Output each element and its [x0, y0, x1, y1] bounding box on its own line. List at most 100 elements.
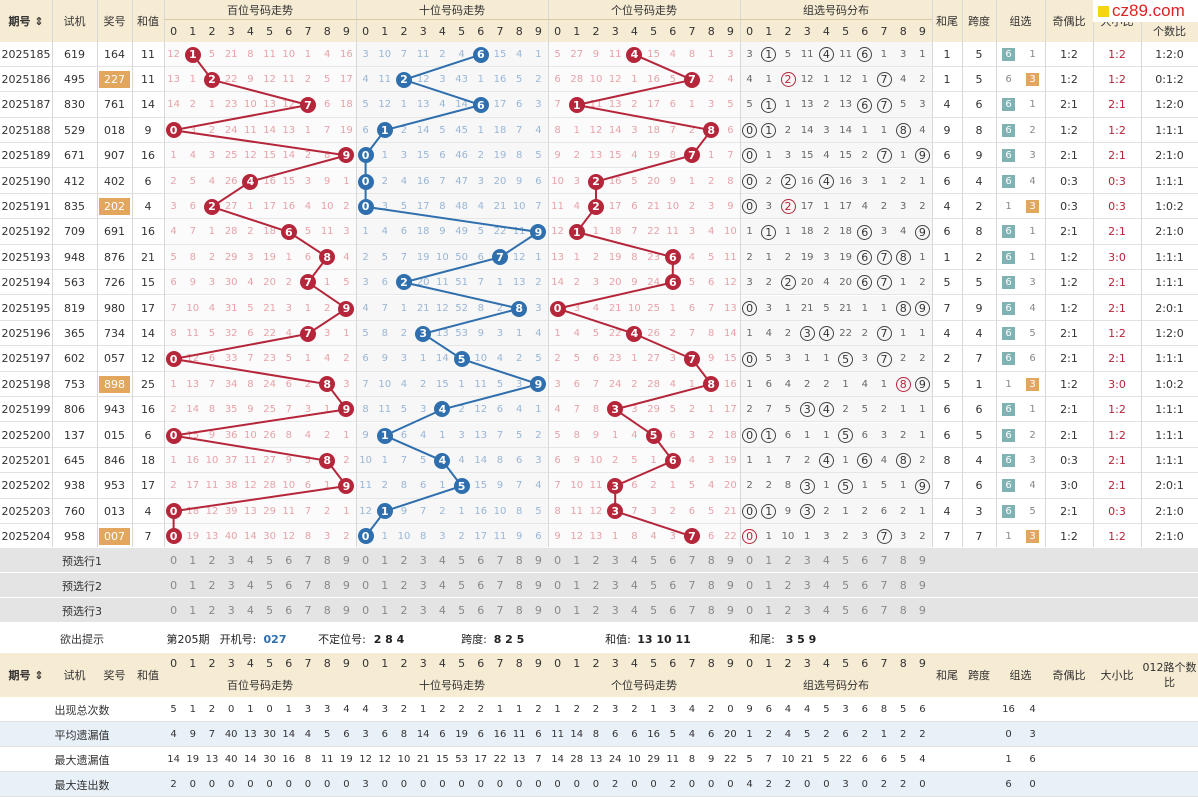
preselect-digit[interactable]: 4: [438, 554, 446, 567]
preselect-digit[interactable]: 3: [611, 604, 619, 617]
preselect-digit[interactable]: 2: [784, 604, 792, 617]
preselect-digit[interactable]: 3: [419, 604, 427, 617]
preselect-digit[interactable]: 3: [803, 554, 811, 567]
preselect-digit[interactable]: 4: [246, 579, 254, 592]
preselect-digit[interactable]: 3: [419, 554, 427, 567]
preselect-digit[interactable]: 2: [400, 554, 408, 567]
preselect-digit[interactable]: 4: [246, 604, 254, 617]
preselect-digit[interactable]: 3: [419, 579, 427, 592]
preselect-digit[interactable]: 8: [899, 554, 907, 567]
preselect-digit[interactable]: 4: [438, 579, 446, 592]
preselect-digit[interactable]: 8: [707, 604, 715, 617]
preselect-digit[interactable]: 7: [688, 554, 696, 567]
preselect-digit[interactable]: 7: [496, 579, 504, 592]
preselect-digit[interactable]: 0: [746, 604, 754, 617]
preselect-digit[interactable]: 2: [208, 554, 216, 567]
preselect-digit[interactable]: 8: [323, 604, 331, 617]
preselect-digit[interactable]: 3: [803, 579, 811, 592]
preselect-digit[interactable]: 1: [573, 579, 581, 592]
preselect-digit[interactable]: 7: [880, 604, 888, 617]
preselect-digit[interactable]: 4: [630, 554, 638, 567]
preselect-digit[interactable]: 0: [554, 579, 562, 592]
preselect-digit[interactable]: 0: [554, 554, 562, 567]
preselect-digit[interactable]: 1: [765, 604, 773, 617]
preselect-digit[interactable]: 1: [189, 554, 197, 567]
preselect-digit[interactable]: 0: [746, 579, 754, 592]
preselect-digit[interactable]: 7: [688, 579, 696, 592]
preselect-digit[interactable]: 6: [861, 579, 869, 592]
preselect-digit[interactable]: 9: [342, 604, 350, 617]
preselect-digit[interactable]: 8: [899, 579, 907, 592]
preselect-digit[interactable]: 1: [573, 604, 581, 617]
preselect-digit[interactable]: 2: [400, 604, 408, 617]
preselect-digit[interactable]: 2: [208, 579, 216, 592]
preselect-digit[interactable]: 6: [285, 604, 293, 617]
preselect-digit[interactable]: 3: [227, 604, 235, 617]
preselect-digit[interactable]: 0: [362, 554, 370, 567]
preselect-digit[interactable]: 0: [362, 579, 370, 592]
preselect-digit[interactable]: 8: [707, 579, 715, 592]
preselect-digit[interactable]: 3: [227, 579, 235, 592]
preselect-digit[interactable]: 9: [726, 604, 734, 617]
preselect-digit[interactable]: 5: [650, 604, 658, 617]
preselect-digit[interactable]: 0: [554, 604, 562, 617]
preselect-digit[interactable]: 4: [246, 554, 254, 567]
preselect-digit[interactable]: 8: [323, 579, 331, 592]
preselect-digit[interactable]: 6: [477, 554, 485, 567]
preselect-digit[interactable]: 4: [438, 604, 446, 617]
preselect-digit[interactable]: 8: [515, 604, 523, 617]
preselect-digit[interactable]: 2: [592, 604, 600, 617]
preselect-digit[interactable]: 5: [458, 579, 466, 592]
preselect-digit[interactable]: 0: [170, 604, 178, 617]
preselect-digit[interactable]: 9: [342, 554, 350, 567]
preselect-digit[interactable]: 2: [784, 579, 792, 592]
preselect-digit[interactable]: 8: [515, 579, 523, 592]
preselect-digit[interactable]: 9: [726, 579, 734, 592]
preselect-digit[interactable]: 5: [842, 554, 850, 567]
preselect-digit[interactable]: 0: [170, 579, 178, 592]
preselect-digit[interactable]: 9: [918, 604, 926, 617]
preselect-digit[interactable]: 6: [861, 554, 869, 567]
preselect-digit[interactable]: 9: [726, 554, 734, 567]
preselect-digit[interactable]: 3: [803, 604, 811, 617]
preselect-digit[interactable]: 7: [304, 579, 312, 592]
preselect-digit[interactable]: 8: [899, 604, 907, 617]
preselect-digit[interactable]: 9: [342, 579, 350, 592]
preselect-digit[interactable]: 4: [630, 579, 638, 592]
preselect-digit[interactable]: 0: [362, 604, 370, 617]
preselect-digit[interactable]: 2: [784, 554, 792, 567]
preselect-digit[interactable]: 1: [573, 554, 581, 567]
preselect-digit[interactable]: 6: [285, 554, 293, 567]
preselect-digit[interactable]: 2: [592, 579, 600, 592]
preselect-digit[interactable]: 6: [477, 604, 485, 617]
preselect-digit[interactable]: 3: [227, 554, 235, 567]
preselect-digit[interactable]: 1: [189, 579, 197, 592]
preselect-digit[interactable]: 3: [611, 579, 619, 592]
preselect-digit[interactable]: 0: [170, 554, 178, 567]
preselect-digit[interactable]: 6: [285, 579, 293, 592]
preselect-digit[interactable]: 2: [208, 604, 216, 617]
preselect-digit[interactable]: 1: [381, 604, 389, 617]
preselect-digit[interactable]: 5: [458, 554, 466, 567]
preselect-digit[interactable]: 0: [746, 554, 754, 567]
preselect-digit[interactable]: 4: [630, 604, 638, 617]
preselect-digit[interactable]: 1: [189, 604, 197, 617]
preselect-digit[interactable]: 5: [266, 554, 274, 567]
preselect-digit[interactable]: 8: [515, 554, 523, 567]
preselect-digit[interactable]: 7: [688, 604, 696, 617]
preselect-digit[interactable]: 3: [611, 554, 619, 567]
preselect-digit[interactable]: 5: [266, 604, 274, 617]
preselect-digit[interactable]: 4: [822, 604, 830, 617]
preselect-digit[interactable]: 9: [534, 554, 542, 567]
preselect-digit[interactable]: 4: [822, 554, 830, 567]
preselect-digit[interactable]: 7: [496, 554, 504, 567]
preselect-digit[interactable]: 4: [822, 579, 830, 592]
preselect-digit[interactable]: 1: [765, 579, 773, 592]
preselect-digit[interactable]: 6: [669, 554, 677, 567]
brand-logo[interactable]: cz89.com: [1093, 0, 1198, 22]
preselect-digit[interactable]: 9: [918, 579, 926, 592]
preselect-digit[interactable]: 1: [381, 554, 389, 567]
preselect-digit[interactable]: 2: [592, 554, 600, 567]
preselect-digit[interactable]: 5: [458, 604, 466, 617]
preselect-digit[interactable]: 5: [650, 579, 658, 592]
